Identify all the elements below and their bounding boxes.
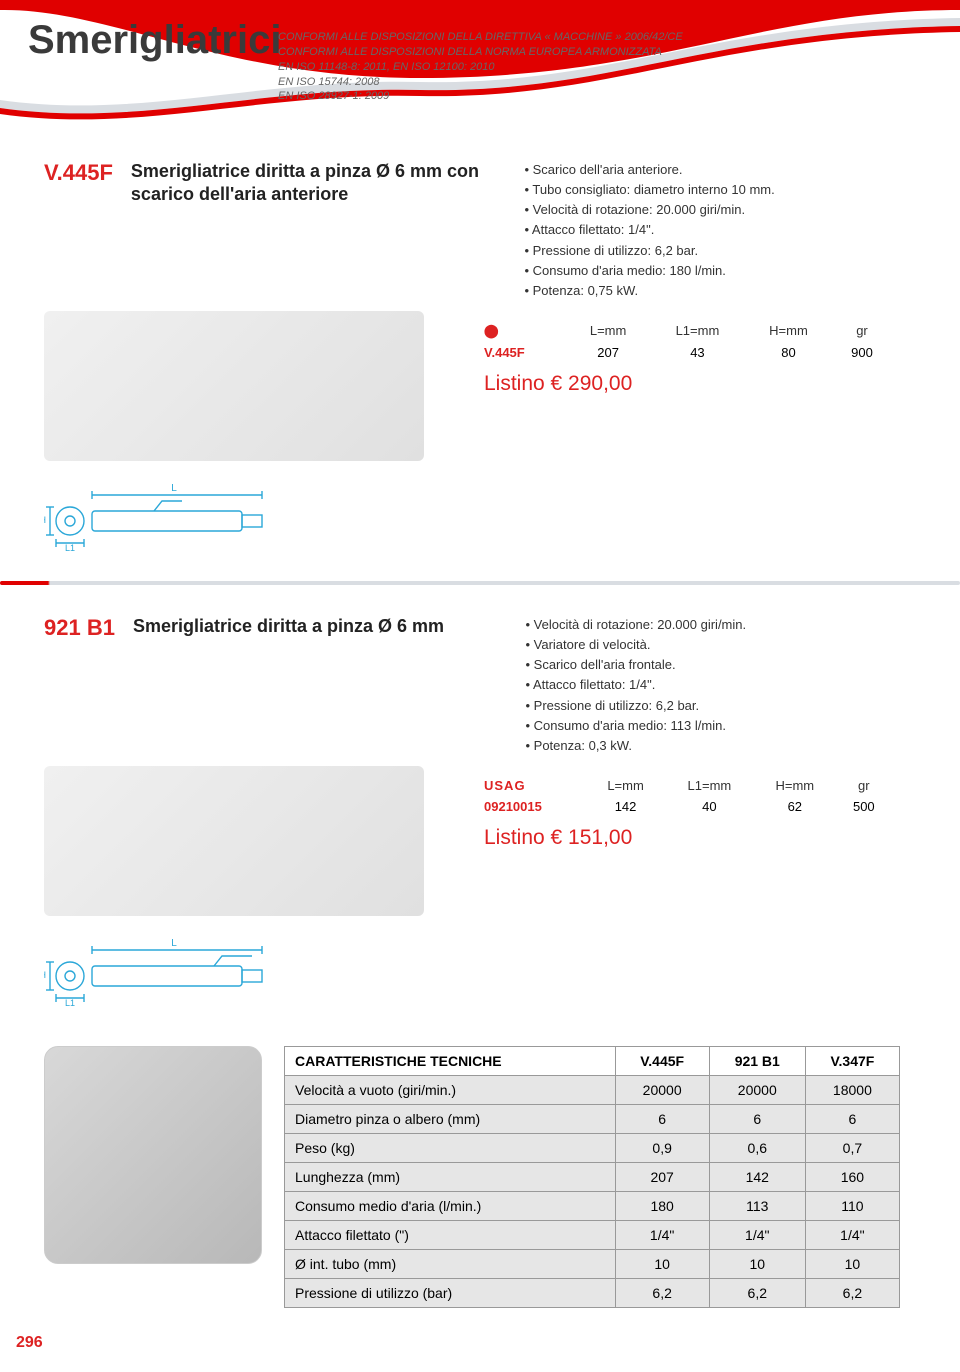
product-block-v445f: V.445F Smerigliatrice diritta a pinza Ø …: [44, 160, 900, 551]
table-row: Pressione di utilizzo (bar)6,26,26,2: [285, 1278, 900, 1307]
table-row: Attacco filettato (")1/4"1/4"1/4": [285, 1220, 900, 1249]
spec-item: Consumo d'aria medio: 180 l/min.: [524, 261, 900, 281]
row-code: V.445F: [484, 343, 574, 362]
col-header: gr: [844, 774, 900, 797]
col-header: gr: [840, 319, 900, 343]
cell: 500: [844, 797, 900, 816]
spec-item: Velocità di rotazione: 20.000 giri/min.: [524, 200, 900, 220]
compliance-block: CONFORMI ALLE DISPOSIZIONI DELLA DIRETTI…: [278, 30, 683, 104]
tech-header: 921 B1: [709, 1046, 805, 1075]
spec-item: Potenza: 0,75 kW.: [524, 281, 900, 301]
table-row: Diametro pinza o albero (mm)666: [285, 1104, 900, 1133]
compliance-line: CONFORMI ALLE DISPOSIZIONI DELLA DIRETTI…: [278, 30, 683, 45]
product-photo: [44, 311, 424, 461]
table-row: Ø int. tubo (mm)101010: [285, 1249, 900, 1278]
product-specs: Scarico dell'aria anteriore. Tubo consig…: [524, 160, 900, 301]
product-specs: Velocità di rotazione: 20.000 giri/min. …: [525, 615, 900, 756]
dimension-table: ⬤ L=mm L1=mm H=mm gr V.445F 207 43 80 90…: [484, 319, 900, 362]
compliance-line: EN ISO 28927-1: 2009: [278, 89, 683, 104]
spec-item: Scarico dell'aria anteriore.: [524, 160, 900, 180]
product-title: Smerigliatrice diritta a pinza Ø 6 mm: [133, 615, 508, 638]
spec-item: Attacco filettato: 1/4".: [524, 220, 900, 240]
tech-characteristics-table: CARATTERISTICHE TECNICHE V.445F 921 B1 V…: [284, 1046, 900, 1308]
tech-header: V.445F: [615, 1046, 709, 1075]
col-header: H=mm: [762, 774, 844, 797]
dimension-table: USAG L=mm L1=mm H=mm gr 09210015 142 40 …: [484, 774, 900, 816]
svg-text:L: L: [171, 938, 177, 949]
spec-item: Scarico dell'aria frontale.: [525, 655, 900, 675]
svg-text:H: H: [44, 515, 46, 525]
cell: 207: [574, 343, 658, 362]
product-code: 921 B1: [44, 615, 115, 641]
col-header: L=mm: [574, 319, 658, 343]
brand-icon: ⬤: [484, 319, 574, 343]
tech-header: V.347F: [805, 1046, 899, 1075]
cell: 142: [594, 797, 672, 816]
price: Listino € 290,00: [484, 372, 900, 396]
col-header: L1=mm: [658, 319, 753, 343]
spec-item: Consumo d'aria medio: 113 l/min.: [525, 716, 900, 736]
product-code: V.445F: [44, 160, 113, 186]
cell: 62: [762, 797, 844, 816]
table-row: Consumo medio d'aria (l/min.)180113110: [285, 1191, 900, 1220]
col-header: L=mm: [594, 774, 672, 797]
spec-item: Pressione di utilizzo: 6,2 bar.: [524, 241, 900, 261]
application-photo: [44, 1046, 262, 1264]
svg-text:H: H: [44, 970, 46, 980]
compliance-line: CONFORMI ALLE DISPOSIZIONI DELLA NORMA E…: [278, 45, 683, 60]
cell: 900: [840, 343, 900, 362]
product-block-921b1: 921 B1 Smerigliatrice diritta a pinza Ø …: [44, 615, 900, 1006]
dimension-diagram: L H L1: [44, 934, 464, 1006]
spec-item: Attacco filettato: 1/4".: [525, 675, 900, 695]
spec-item: Velocità di rotazione: 20.000 giri/min.: [525, 615, 900, 635]
section-divider: [0, 581, 960, 585]
page-header: Smerigliatrici CONFORMI ALLE DISPOSIZION…: [0, 0, 960, 130]
row-code: 09210015: [484, 797, 594, 816]
cell: 80: [753, 343, 840, 362]
cell: 43: [658, 343, 753, 362]
compliance-line: EN ISO 11148-8: 2011, EN ISO 12100: 2010: [278, 60, 683, 75]
dimension-diagram: L H L1: [44, 479, 464, 551]
svg-text:L1: L1: [65, 543, 75, 551]
col-header: H=mm: [753, 319, 840, 343]
brand-label: USAG: [484, 774, 594, 797]
page-title: Smerigliatrici: [28, 18, 281, 63]
spec-item: Variatore di velocità.: [525, 635, 900, 655]
table-row: Velocità a vuoto (giri/min.)200002000018…: [285, 1075, 900, 1104]
product-photo: [44, 766, 424, 916]
page-number: 296: [16, 1334, 960, 1352]
cell: 40: [673, 797, 762, 816]
spec-item: Tubo consigliato: diametro interno 10 mm…: [524, 180, 900, 200]
product-title: Smerigliatrice diritta a pinza Ø 6 mm co…: [131, 160, 507, 205]
svg-text:L1: L1: [65, 998, 75, 1006]
tech-header: CARATTERISTICHE TECNICHE: [285, 1046, 616, 1075]
compliance-line: EN ISO 15744: 2008: [278, 75, 683, 90]
tech-characteristics-section: CARATTERISTICHE TECNICHE V.445F 921 B1 V…: [44, 1046, 900, 1308]
price: Listino € 151,00: [484, 826, 900, 850]
spec-item: Potenza: 0,3 kW.: [525, 736, 900, 756]
table-row: Lunghezza (mm)207142160: [285, 1162, 900, 1191]
table-row: Peso (kg)0,90,60,7: [285, 1133, 900, 1162]
col-header: L1=mm: [673, 774, 762, 797]
spec-item: Pressione di utilizzo: 6,2 bar.: [525, 696, 900, 716]
svg-text:L: L: [171, 483, 177, 494]
